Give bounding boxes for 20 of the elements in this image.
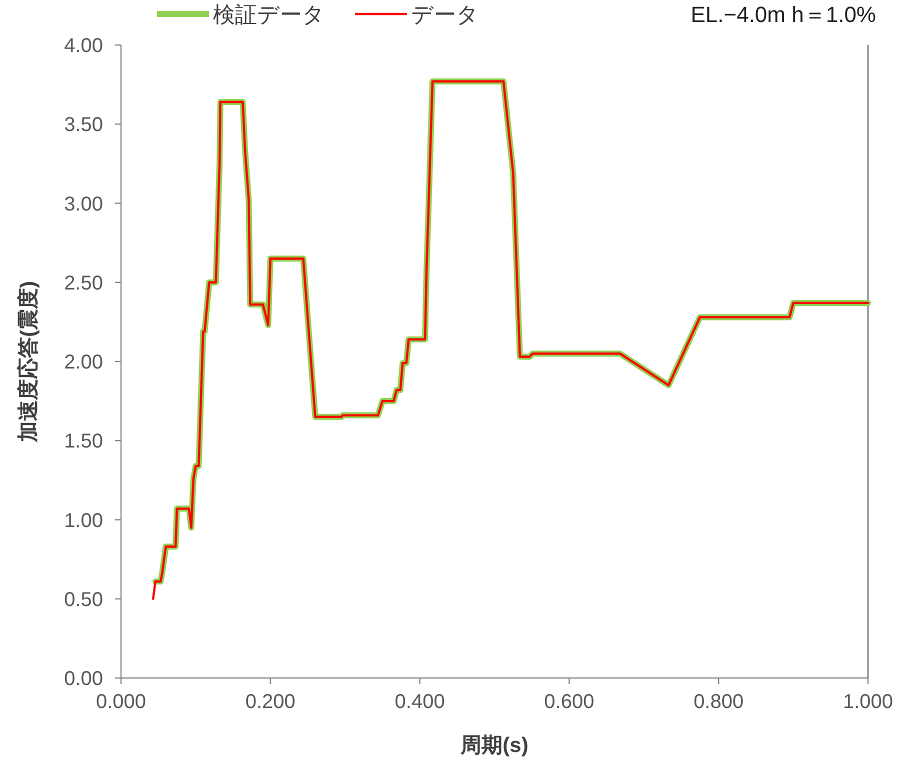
y-tick-label: 3.50: [64, 114, 103, 136]
y-tick-label: 0.50: [64, 588, 103, 611]
y-axis-title: 加速度応答(震度): [16, 281, 40, 443]
y-tick-label: 1.50: [64, 430, 103, 453]
x-tick-label: 0.600: [544, 691, 594, 713]
y-tick-label: 0.00: [64, 668, 103, 690]
legend-label: データ: [411, 2, 479, 27]
x-tick-label: 0.200: [245, 691, 296, 713]
x-axis-title: 周期(s): [460, 734, 528, 757]
legend-label: 検証データ: [213, 2, 325, 27]
x-tick-label: 0.000: [96, 691, 146, 713]
y-tick-label: 2.00: [64, 352, 103, 374]
y-tick-label: 3.00: [64, 193, 103, 216]
y-tick-label: 4.00: [64, 35, 103, 57]
text: EL.−4.0m h＝1.0%: [690, 2, 876, 27]
x-tick-label: 1.000: [842, 691, 894, 713]
x-tick-label: 0.400: [394, 691, 445, 713]
y-tick-label: 2.50: [64, 272, 103, 294]
x-tick-label: 0.800: [694, 691, 744, 713]
y-tick-label: 1.00: [64, 510, 103, 532]
